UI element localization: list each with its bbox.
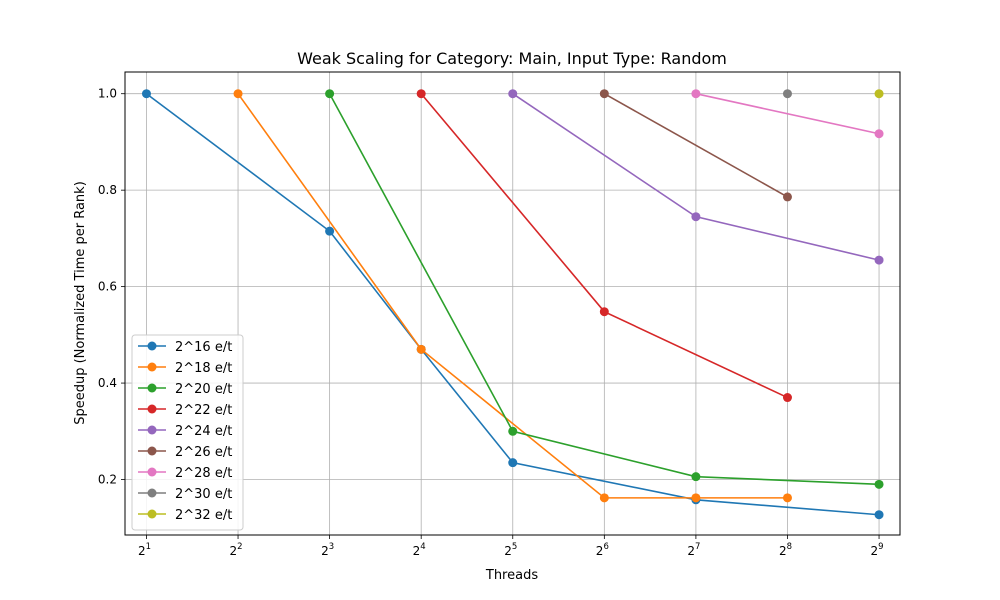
series-8 <box>874 89 884 99</box>
data-point <box>325 226 335 236</box>
data-point <box>691 89 701 99</box>
legend-entry: 2^22 e/t <box>175 403 232 418</box>
data-point <box>416 344 426 354</box>
data-point <box>691 472 701 482</box>
legend-marker <box>147 362 157 372</box>
data-point <box>508 89 518 99</box>
series-5 <box>599 89 792 202</box>
legend-marker <box>147 341 157 351</box>
chart-title: Weak Scaling for Category: Main, Input T… <box>297 49 727 68</box>
data-point <box>508 426 518 436</box>
y-axis-label: Speedup (Normalized Time per Rank) <box>73 181 88 425</box>
data-point <box>599 307 609 317</box>
x-axis-label: Threads <box>485 568 538 583</box>
series-line <box>695 92 880 135</box>
x-tick-label: 29 <box>871 542 884 558</box>
series-4 <box>508 89 884 265</box>
series-line <box>145 93 880 516</box>
legend-entry: 2^18 e/t <box>175 361 232 376</box>
series-line <box>328 93 880 486</box>
data-point <box>599 493 609 503</box>
legend-entry: 2^24 e/t <box>175 424 232 439</box>
legend: 2^16 e/t 2^18 e/t 2^20 e/t 2^22 e/t 2^24 e/t… <box>131 334 244 531</box>
legend-entry: 2^30 e/t <box>175 487 232 502</box>
series-1 <box>233 89 792 503</box>
data-point <box>325 89 335 99</box>
data-point <box>874 479 884 489</box>
y-tick-label: 0.2 <box>98 473 117 487</box>
x-tick-label: 26 <box>596 542 609 558</box>
legend-marker <box>147 509 157 519</box>
legend-marker <box>147 404 157 414</box>
legend-marker <box>147 383 157 393</box>
y-tick-label: 0.4 <box>98 376 117 390</box>
legend-marker <box>147 425 157 435</box>
legend-marker <box>147 446 157 456</box>
series-7 <box>782 89 792 99</box>
data-point <box>691 493 701 503</box>
x-tick-label: 28 <box>779 542 792 558</box>
legend-marker <box>147 488 157 498</box>
x-tick-label: 24 <box>413 542 426 558</box>
data-point <box>782 493 792 503</box>
legend-box <box>131 334 244 531</box>
series-layer <box>141 89 884 520</box>
data-point <box>782 393 792 403</box>
legend-entry: 2^20 e/t <box>175 382 232 397</box>
data-point <box>782 89 792 99</box>
x-tick-label: 21 <box>138 542 151 558</box>
x-tick-label: 22 <box>230 542 243 558</box>
y-tick-label: 0.6 <box>98 280 117 294</box>
series-6 <box>691 89 884 139</box>
y-tick-label: 1.0 <box>98 87 117 101</box>
data-point <box>508 458 518 468</box>
x-tick-label: 23 <box>321 542 334 558</box>
legend-entry: 2^26 e/t <box>175 445 232 460</box>
data-point <box>782 192 792 202</box>
legend-entry: 2^16 e/t <box>175 340 232 355</box>
data-point <box>233 89 243 99</box>
data-point <box>599 89 609 99</box>
data-point <box>141 89 151 99</box>
data-point <box>691 212 701 222</box>
x-tick-label: 25 <box>504 542 517 558</box>
data-point <box>874 89 884 99</box>
x-tick-label: 27 <box>687 542 700 558</box>
series-line <box>603 93 788 198</box>
series-3 <box>416 89 792 403</box>
ticks: 21 22 23 24 25 26 27 28 29 0.2 0.4 0.6 0.8 1.0 <box>98 87 884 558</box>
data-point <box>416 89 426 99</box>
legend-marker <box>147 467 157 477</box>
data-point <box>874 255 884 265</box>
data-point <box>874 129 884 139</box>
data-point <box>874 510 884 520</box>
series-2 <box>325 89 884 489</box>
y-tick-label: 0.8 <box>98 183 117 197</box>
legend-entry: 2^32 e/t <box>175 508 232 523</box>
legend-entry: 2^28 e/t <box>175 466 232 481</box>
